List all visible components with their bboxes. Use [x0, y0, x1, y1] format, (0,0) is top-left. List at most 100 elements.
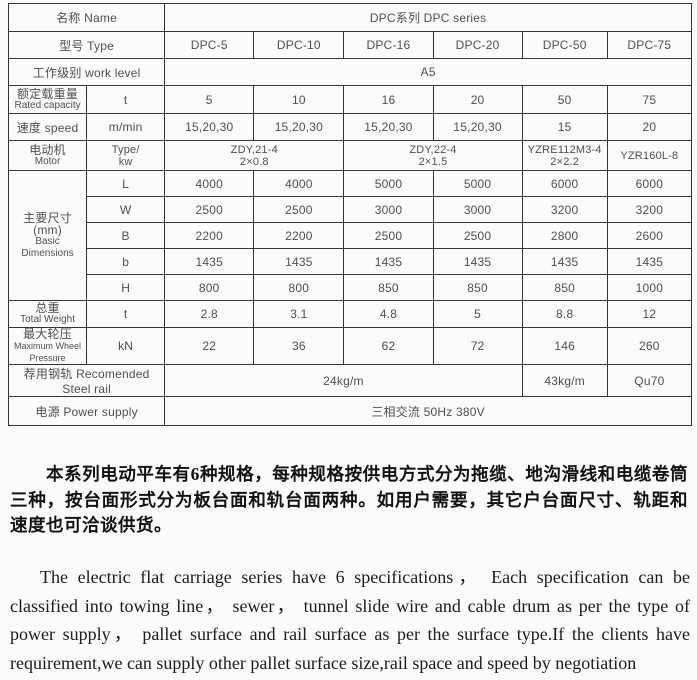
value-cell: 260	[606, 327, 693, 365]
value-cell: 5000	[343, 170, 434, 197]
capacity-label-cell: 额定载重量 Rated capacity	[7, 85, 88, 114]
value-cell: 3200	[521, 196, 608, 223]
table-row-wheel-pressure: 最大轮压 Maximum Wheel Pressure kN 22 36 62 …	[7, 327, 693, 365]
value-cell: 3000	[343, 196, 434, 223]
value-cell: 50	[521, 85, 608, 114]
value-cell: 2600	[606, 222, 693, 249]
table-row-dim-b: b 1435 1435 1435 1435 1435 1435	[9, 248, 693, 275]
value-cell: 15,20,30	[432, 113, 523, 141]
motor-power: 2×0.8	[239, 155, 269, 168]
intro-paragraph-en: The electric flat carriage series have 6…	[10, 567, 690, 673]
table-row-dim-L: 主要尺寸(mm) Basic Dimensions L 4000 4000 50…	[7, 170, 693, 301]
motor-label-cell: 电动机 Motor	[7, 140, 88, 171]
total-weight-label-zh: 总重	[35, 301, 60, 315]
wheel-pressure-label-cell: 最大轮压 Maximum Wheel Pressure	[7, 327, 88, 365]
name-label-cell: 名称 Name	[7, 3, 166, 32]
value-cell: 5000	[432, 170, 523, 197]
value-cell: 4000	[164, 170, 255, 197]
value-cell: 5	[164, 85, 255, 114]
capacity-label-zh: 额定载重量	[17, 86, 79, 101]
spec-table-container: 名称 Name DPC系列 DPC series 型号 Type DPC-5 D…	[7, 3, 693, 426]
motor-label-zh: 电动机	[29, 142, 66, 157]
value-cell: 2500	[432, 222, 523, 249]
value-cell: 1435	[606, 248, 693, 275]
model-cell: DPC-50	[521, 31, 608, 59]
value-cell: 800	[253, 274, 345, 301]
motor-power: 2×2.2	[550, 155, 580, 168]
table-row-dim-H: H 800 800 850 850 850 1000	[9, 274, 693, 301]
motor-unit-line1: Type/	[111, 143, 140, 156]
table-row-type: 型号 Type DPC-5 DPC-10 DPC-16 DPC-20 DPC-5…	[7, 31, 693, 59]
steel-rail-dpc50-cell: 43kg/m	[521, 364, 608, 397]
value-cell: 1435	[164, 248, 255, 275]
value-cell: 15,20,30	[253, 113, 345, 141]
value-cell: 2200	[253, 222, 345, 249]
model-cell: DPC-20	[432, 31, 523, 59]
value-cell: 36	[253, 327, 345, 365]
value-cell: 4000	[253, 170, 345, 197]
motor-model: YZR160L-8	[620, 149, 679, 162]
table-row-capacity: 额定载重量 Rated capacity t 5 10 16 20 50 75	[7, 85, 693, 114]
value-cell: 1435	[343, 248, 434, 275]
table-row-dim-B: B 2200 2200 2500 2500 2800 2600	[9, 222, 693, 249]
value-cell: 72	[432, 327, 523, 365]
capacity-unit-cell: t	[86, 85, 166, 114]
dimensions-label-zh: 主要尺寸(mm)	[23, 210, 72, 237]
value-cell: 2500	[343, 222, 434, 249]
table-row-name: 名称 Name DPC系列 DPC series	[7, 3, 692, 32]
value-cell: 4.8	[343, 300, 434, 328]
value-cell: 850	[521, 274, 608, 301]
model-cell: DPC-75	[606, 31, 693, 59]
dimensions-label-en2: Dimensions	[21, 247, 74, 259]
model-cell: DPC-10	[253, 31, 345, 59]
value-cell: 2200	[164, 222, 255, 249]
capacity-label-en: Rated capacity	[14, 99, 81, 111]
work-level-label-cell: 工作级别 work level	[7, 58, 166, 86]
value-cell: 6000	[521, 170, 608, 197]
motor-model: ZDY,21-4	[230, 143, 278, 156]
name-value-cell: DPC系列 DPC series	[164, 3, 692, 32]
steel-rail-label-cell: 荐用钢轨 Recomended Steel rail	[7, 364, 166, 397]
value-cell: 850	[343, 274, 434, 301]
model-cell: DPC-5	[164, 31, 255, 59]
value-cell: 22	[164, 327, 255, 365]
value-cell: 3200	[606, 196, 693, 223]
intro-paragraph-zh: 本系列电动平车有6种规格，每种规格按供电方式分为拖缆、地沟滑线和电缆卷筒三种，按…	[10, 464, 688, 535]
dim-param-cell: L	[86, 170, 166, 197]
motor-power: 2×1.5	[418, 155, 448, 168]
value-cell: 8.8	[521, 300, 608, 328]
value-cell: 16	[343, 85, 434, 114]
table-row-speed: 速度 speed m/min 15,20,30 15,20,30 15,20,3…	[7, 113, 693, 141]
model-cell: DPC-16	[343, 31, 434, 59]
value-cell: 3000	[432, 196, 523, 223]
motor-label-en: Motor	[34, 155, 61, 167]
wheel-pressure-unit-cell: kN	[86, 327, 166, 365]
power-label-cell: 电源 Power supply	[7, 396, 166, 426]
value-cell: 20	[432, 85, 523, 114]
motor-value-cell: ZDY,21-4 2×0.8	[164, 140, 345, 171]
motor-unit-line2: kw	[118, 155, 133, 168]
motor-model: YZRE112M3-4	[527, 143, 602, 156]
value-cell: 146	[521, 327, 608, 365]
value-cell: 20	[606, 113, 693, 141]
table-row-work-level: 工作级别 work level A5	[7, 58, 692, 86]
wheel-pressure-label-zh: 最大轮压	[23, 327, 72, 341]
value-cell: 15,20,30	[343, 113, 434, 141]
table-row-steel-rail: 荐用钢轨 Recomended Steel rail 24kg/m 43kg/m…	[7, 364, 693, 397]
value-cell: 62	[343, 327, 434, 365]
dim-param-cell: B	[86, 222, 166, 249]
value-cell: 15,20,30	[164, 113, 255, 141]
total-weight-label-cell: 总重 Total Weight	[7, 300, 88, 328]
total-weight-label-en: Total Weight	[20, 314, 75, 325]
value-cell: 10	[253, 85, 345, 114]
table-row-dim-W: W 2500 2500 3000 3000 3200 3200	[9, 196, 693, 223]
value-cell: 6000	[606, 170, 693, 197]
value-cell: 1435	[253, 248, 345, 275]
value-cell: 3.1	[253, 300, 345, 328]
motor-value-cell: ZDY,22-4 2×1.5	[343, 140, 523, 171]
value-cell: 1435	[521, 248, 608, 275]
dim-param-cell: H	[86, 274, 166, 301]
type-label-cell: 型号 Type	[7, 31, 166, 59]
value-cell: 2500	[253, 196, 345, 223]
dim-param-cell: W	[86, 196, 166, 223]
